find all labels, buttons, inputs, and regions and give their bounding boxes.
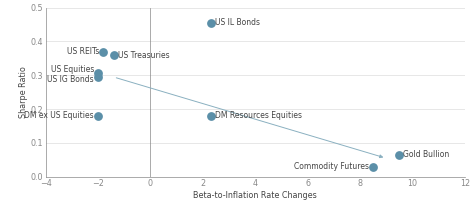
Point (369, 165, 377, 168)
Y-axis label: Sharpe Ratio: Sharpe Ratio (19, 66, 28, 118)
Point (207, 114, 214, 118)
Text: DM Resources Equities: DM Resources Equities (215, 111, 301, 120)
Text: US IG Bonds: US IG Bonds (47, 75, 94, 84)
Text: US Equities: US Equities (51, 65, 94, 74)
Point (94, 75, 102, 79)
Point (94, 71, 102, 74)
Text: US IL Bonds: US IL Bonds (215, 18, 260, 27)
Text: Gold Bullion: Gold Bullion (403, 150, 449, 159)
Point (110, 53, 118, 57)
Point (94, 114, 102, 118)
Text: US Treasuries: US Treasuries (118, 51, 169, 59)
Point (207, 21, 214, 25)
Text: DM ex US Equities: DM ex US Equities (24, 111, 94, 120)
X-axis label: Beta-to-Inflation Rate Changes: Beta-to-Inflation Rate Changes (193, 191, 317, 200)
Point (395, 153, 403, 156)
Text: Commodity Futures: Commodity Futures (294, 162, 369, 171)
Point (100, 50, 107, 53)
Text: US REITs: US REITs (67, 47, 99, 56)
